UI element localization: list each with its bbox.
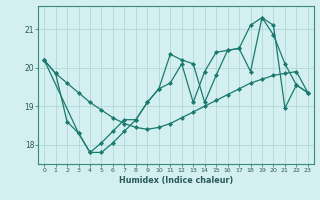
X-axis label: Humidex (Indice chaleur): Humidex (Indice chaleur)	[119, 176, 233, 185]
